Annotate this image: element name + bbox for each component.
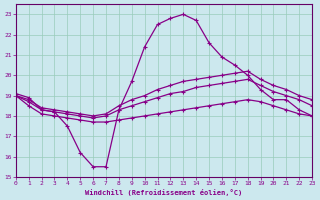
X-axis label: Windchill (Refroidissement éolien,°C): Windchill (Refroidissement éolien,°C) xyxy=(85,189,243,196)
